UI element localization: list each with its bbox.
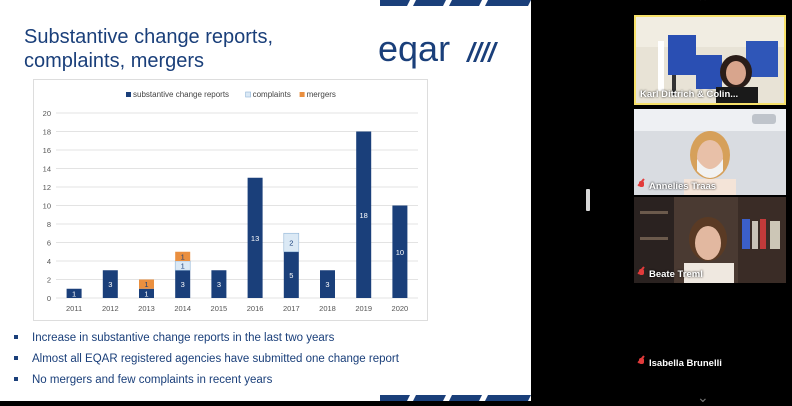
decorative-stripes-bottom [380, 395, 531, 401]
mic-muted-icon [638, 269, 645, 278]
x-tick-label: 2016 [247, 304, 264, 313]
participant-tile[interactable]: Annelies Traas [634, 109, 786, 195]
y-tick-label: 6 [47, 239, 51, 248]
data-label: 5 [289, 271, 293, 280]
x-tick-label: 2013 [138, 304, 155, 313]
data-label: 1 [144, 280, 148, 289]
legend-entry: complaints [253, 90, 291, 99]
video-feed [634, 197, 786, 283]
eqar-logo: eqar [378, 28, 500, 75]
x-tick-label: 2014 [174, 304, 191, 313]
y-tick-label: 0 [47, 294, 51, 303]
participant-tile[interactable]: Isabella Brunelli [634, 286, 786, 372]
data-label: 3 [325, 280, 329, 289]
participant-name: Isabella Brunelli [638, 357, 722, 369]
legend-entry: substantive change reports [133, 90, 229, 99]
y-tick-label: 8 [47, 220, 51, 229]
bullet-item: Increase in substantive change reports i… [14, 330, 399, 351]
bar-substantive-change-reports [392, 205, 408, 298]
x-tick-label: 2017 [283, 304, 300, 313]
bar-substantive-change-reports [102, 270, 118, 298]
data-label: 10 [396, 248, 404, 257]
data-label: 1 [144, 289, 148, 298]
panel-splitter-handle[interactable] [586, 189, 590, 211]
y-tick-label: 12 [43, 183, 51, 192]
chevron-down-icon[interactable]: ⌄ [697, 389, 709, 405]
data-label: 3 [217, 280, 221, 289]
x-tick-label: 2020 [392, 304, 409, 313]
y-tick-label: 4 [47, 257, 51, 266]
slide-title: Substantive change reports, complaints, … [24, 26, 274, 72]
bar-substantive-change-reports [320, 270, 335, 298]
x-tick-label: 2011 [66, 304, 82, 313]
bullet-item: Almost all EQAR registered agencies have… [14, 351, 399, 372]
y-tick-label: 18 [43, 128, 51, 137]
bar-mergers [175, 251, 191, 261]
decorative-stripes-top [380, 0, 531, 6]
data-label: 3 [181, 280, 185, 289]
bar-substantive-change-reports [247, 177, 263, 298]
logo-text: eqar [378, 30, 450, 69]
x-tick-label: 2012 [102, 304, 119, 313]
data-label: 2 [289, 239, 293, 248]
bar-substantive-change-reports [356, 131, 372, 298]
bar-chart: 0246810121416182012011320121120133112014… [33, 79, 428, 321]
participant-tile[interactable]: Karl Dittrich & Colin... [634, 15, 786, 105]
y-tick-label: 2 [47, 276, 51, 285]
x-tick-label: 2018 [319, 304, 336, 313]
data-label: 1 [72, 289, 76, 298]
participant-tile[interactable]: Beate Treml [634, 197, 786, 283]
mic-muted-icon [638, 358, 645, 367]
legend-entry: mergers [307, 90, 336, 99]
data-label: 13 [251, 234, 259, 243]
x-tick-label: 2015 [211, 304, 228, 313]
chevron-up-icon[interactable]: ⌃ [697, 0, 709, 10]
y-tick-label: 16 [43, 146, 51, 155]
legend-swatch [299, 92, 305, 97]
bar-mergers [139, 279, 154, 289]
data-label: 1 [181, 252, 185, 261]
gallery-panel-gap [531, 0, 632, 401]
participant-name: Karl Dittrich & Colin... [640, 89, 739, 100]
presentation-slide: Substantive change reports, complaints, … [0, 0, 531, 401]
bar-substantive-change-reports [211, 270, 227, 298]
data-label: 3 [108, 280, 112, 289]
participant-name: Annelies Traas [638, 180, 716, 192]
y-tick-label: 20 [43, 109, 51, 118]
data-label: 1 [181, 262, 185, 271]
video-feed [634, 109, 786, 195]
x-tick-label: 2019 [355, 304, 372, 313]
legend-swatch [126, 92, 131, 97]
y-tick-label: 10 [43, 202, 51, 211]
bullet-item: No mergers and few complaints in recent … [14, 372, 399, 393]
bar-substantive-change-reports [66, 288, 82, 298]
data-label: 18 [360, 211, 368, 220]
participant-name: Beate Treml [638, 268, 703, 280]
bar-substantive-change-reports [283, 251, 299, 298]
legend-swatch [245, 91, 251, 98]
bar-substantive-change-reports [139, 288, 154, 298]
video-feed [636, 17, 784, 103]
mic-muted-icon [638, 181, 645, 190]
bar-substantive-change-reports [175, 270, 191, 298]
bar-complaints [283, 232, 300, 253]
bullet-list: Increase in substantive change reports i… [14, 330, 399, 393]
y-tick-label: 14 [43, 165, 51, 174]
